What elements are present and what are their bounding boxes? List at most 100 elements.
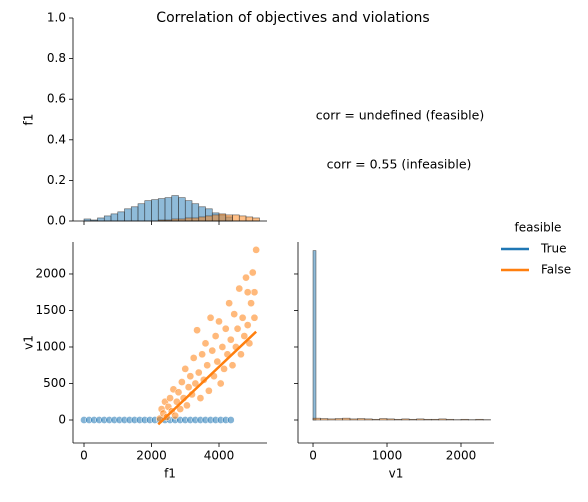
histogram-bar xyxy=(424,419,431,420)
y-axis-label: v1 xyxy=(22,335,36,350)
annotation: corr = 0.55 (infeasible) xyxy=(327,157,472,172)
y-tick-label: 1.0 xyxy=(47,11,66,25)
x-tick-label: 0 xyxy=(80,449,88,463)
chart-title: Correlation of objectives and violations xyxy=(156,10,429,26)
histogram-bar xyxy=(313,418,320,420)
histogram-bar xyxy=(158,199,165,221)
x-axis-label: f1 xyxy=(164,467,176,481)
scatter-point xyxy=(182,365,189,372)
histogram-bar xyxy=(226,215,233,221)
histogram-bar xyxy=(152,200,159,221)
annotation: corr = undefined (feasible) xyxy=(316,108,484,123)
scatter-point xyxy=(166,394,173,401)
x-tick-label: 2000 xyxy=(136,449,167,463)
scatter-point xyxy=(251,289,258,296)
y-tick-label: 0.0 xyxy=(47,214,66,228)
scatter-point xyxy=(199,351,206,358)
histogram-bar xyxy=(387,419,394,420)
x-tick-label: 2000 xyxy=(446,449,477,463)
histogram-bar xyxy=(350,419,357,420)
y-tick-label: 1500 xyxy=(35,303,66,317)
scatter-point xyxy=(187,373,194,380)
scatter-point xyxy=(237,351,244,358)
scatter-point xyxy=(172,412,179,419)
histogram-bar xyxy=(104,216,111,221)
scatter-point xyxy=(234,325,241,332)
histogram-bar xyxy=(409,419,416,420)
histogram-bar xyxy=(335,419,342,420)
x-tick-label: 1000 xyxy=(372,449,403,463)
scatter-point xyxy=(185,384,192,391)
y-tick-label: 0.4 xyxy=(47,132,66,146)
histogram-bar xyxy=(446,419,453,420)
histogram-bar xyxy=(172,196,179,221)
scatter-point xyxy=(178,378,185,385)
histogram-bar xyxy=(320,419,327,420)
x-axis-label: v1 xyxy=(389,467,404,481)
histogram-bar xyxy=(212,215,219,221)
scatter-point xyxy=(242,274,249,281)
histogram-bar xyxy=(111,214,118,221)
scatter-point xyxy=(253,246,260,253)
histogram-bar xyxy=(394,419,401,420)
histogram-bar xyxy=(402,419,409,420)
legend-label: True xyxy=(540,242,567,256)
scatter-point xyxy=(175,389,182,396)
y-axis-label: f1 xyxy=(22,114,36,126)
histogram-bar xyxy=(343,418,350,420)
scatter-point xyxy=(214,358,221,365)
scatter-point xyxy=(226,300,233,307)
scatter-point xyxy=(209,347,216,354)
legend-title: feasible xyxy=(515,221,562,235)
histogram-bar xyxy=(199,217,206,221)
histogram-bar xyxy=(313,251,316,420)
x-tick-label: 4000 xyxy=(204,449,235,463)
histogram-bar xyxy=(179,198,186,221)
scatter-point xyxy=(244,289,251,296)
y-tick-label: 0.2 xyxy=(47,173,66,187)
scatter-point xyxy=(219,343,226,350)
histogram-bar xyxy=(138,204,145,221)
histogram-bar xyxy=(476,419,483,420)
scatter-point xyxy=(205,387,212,394)
scatter-point xyxy=(244,321,251,328)
scatter-point xyxy=(239,314,246,321)
scatter-point xyxy=(190,354,197,361)
histogram-bar xyxy=(461,419,468,420)
scatter-point xyxy=(229,362,236,369)
histogram-bar xyxy=(357,419,364,420)
histogram-bar xyxy=(372,419,379,420)
scatter-point xyxy=(193,327,200,334)
y-tick-label: 0 xyxy=(58,413,66,427)
y-tick-label: 1000 xyxy=(35,339,66,353)
scatter-point xyxy=(227,416,234,423)
scatter-point xyxy=(215,318,222,325)
scatter-point xyxy=(251,314,258,321)
scatter-point xyxy=(197,394,204,401)
histogram-bar xyxy=(206,216,213,221)
legend-label: False xyxy=(541,263,571,277)
scatter-point xyxy=(236,285,243,292)
scatter-point xyxy=(212,332,219,339)
scatter-point xyxy=(247,300,254,307)
histogram-bar xyxy=(118,212,125,221)
histogram-bar xyxy=(131,207,138,221)
scatter-point xyxy=(195,369,202,376)
scatter-point xyxy=(241,332,248,339)
scatter-point xyxy=(202,340,209,347)
scatter-point xyxy=(227,336,234,343)
scatter-point xyxy=(207,314,214,321)
histogram-bar xyxy=(253,218,260,221)
histogram-bar xyxy=(431,419,438,420)
scatter-point xyxy=(222,325,229,332)
histogram-bar xyxy=(165,198,172,221)
scatter-point xyxy=(183,402,190,409)
histogram-bar xyxy=(239,216,246,221)
histogram-bar xyxy=(145,201,152,221)
scatter-point xyxy=(220,365,227,372)
histogram-bar xyxy=(125,209,132,221)
histogram-bar xyxy=(192,218,199,221)
scatter-point xyxy=(249,269,256,276)
y-tick-label: 0.8 xyxy=(47,51,66,65)
